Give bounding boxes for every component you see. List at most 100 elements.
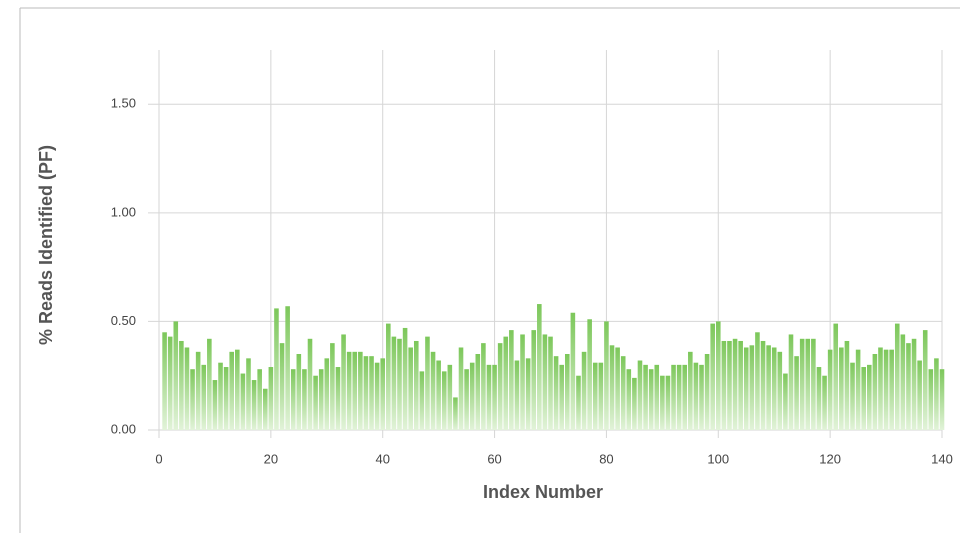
bar <box>738 340 743 430</box>
bar <box>615 347 620 430</box>
bar <box>318 369 324 430</box>
bar <box>609 345 615 430</box>
bar <box>173 321 179 430</box>
bar <box>492 364 497 430</box>
bar <box>710 323 715 430</box>
bar <box>307 338 313 430</box>
bar <box>850 362 855 430</box>
bar <box>497 343 503 430</box>
bar <box>246 358 251 430</box>
bar <box>794 356 799 430</box>
bar <box>352 351 358 430</box>
bar <box>889 349 894 430</box>
bar <box>939 369 945 430</box>
y-tick-label: 1.50 <box>111 96 136 111</box>
bar <box>341 334 346 430</box>
bar <box>330 343 335 430</box>
bar <box>934 358 939 430</box>
bar <box>917 360 922 430</box>
bar <box>699 364 704 430</box>
bar <box>525 358 531 430</box>
bar <box>453 397 458 430</box>
bar <box>419 371 425 430</box>
bar <box>520 334 525 430</box>
x-tick-label: 100 <box>707 451 729 466</box>
bar <box>564 354 570 430</box>
bar <box>620 356 626 430</box>
bar <box>676 364 682 430</box>
bar <box>279 343 285 430</box>
bar <box>240 373 246 430</box>
bar <box>447 364 453 430</box>
bar <box>296 354 302 430</box>
bar <box>475 354 481 430</box>
bar <box>771 347 777 430</box>
bar <box>503 336 509 430</box>
bar <box>184 347 190 430</box>
bar <box>408 347 413 430</box>
bar <box>559 364 564 430</box>
bar <box>413 340 419 430</box>
bar <box>743 347 749 430</box>
bar <box>760 340 766 430</box>
bar <box>811 338 816 430</box>
bar <box>643 364 648 430</box>
bar <box>458 347 464 430</box>
x-tick-label: 40 <box>375 451 389 466</box>
bar <box>872 354 878 430</box>
bar <box>827 349 833 430</box>
bar <box>531 330 537 430</box>
bar <box>688 351 693 430</box>
bar <box>805 338 811 430</box>
bar <box>833 323 839 430</box>
x-tick-label: 60 <box>487 451 501 466</box>
bar <box>441 371 447 430</box>
bar <box>537 304 542 430</box>
bar <box>855 349 861 430</box>
x-tick-label: 20 <box>264 451 278 466</box>
bar <box>335 367 341 430</box>
bar <box>268 367 274 430</box>
bar <box>469 362 475 430</box>
bar <box>576 375 581 430</box>
bar <box>581 351 587 430</box>
bar <box>682 364 688 430</box>
y-axis-title: % Reads Identified (PF) <box>36 145 56 345</box>
bar <box>218 362 223 430</box>
y-tick-label: 0.50 <box>111 313 136 328</box>
bar <box>509 330 514 430</box>
bar <box>402 327 408 430</box>
bar <box>257 369 262 430</box>
bar <box>262 388 268 430</box>
bar <box>632 377 637 430</box>
x-axis-title: Index Number <box>483 482 603 502</box>
bar <box>167 336 173 430</box>
bar <box>346 351 352 430</box>
bar <box>822 375 827 430</box>
bar <box>660 375 665 430</box>
bar <box>866 364 872 430</box>
bar <box>179 340 184 430</box>
bar <box>162 332 167 430</box>
bar <box>928 369 934 430</box>
bar <box>369 356 374 430</box>
bar <box>704 354 710 430</box>
bar <box>229 351 235 430</box>
y-tick-label: 0.00 <box>111 421 136 436</box>
bar <box>604 321 609 430</box>
bar <box>190 369 195 430</box>
bar <box>223 367 229 430</box>
bar <box>386 323 391 430</box>
bar <box>844 340 850 430</box>
bar <box>878 347 883 430</box>
bar <box>481 343 486 430</box>
bar <box>894 323 900 430</box>
bar <box>195 351 201 430</box>
bar <box>922 330 928 430</box>
bar <box>542 334 548 430</box>
bar <box>374 362 380 430</box>
x-tick-label: 80 <box>599 451 613 466</box>
bar <box>553 356 559 430</box>
bar <box>570 312 576 430</box>
bar <box>592 362 598 430</box>
